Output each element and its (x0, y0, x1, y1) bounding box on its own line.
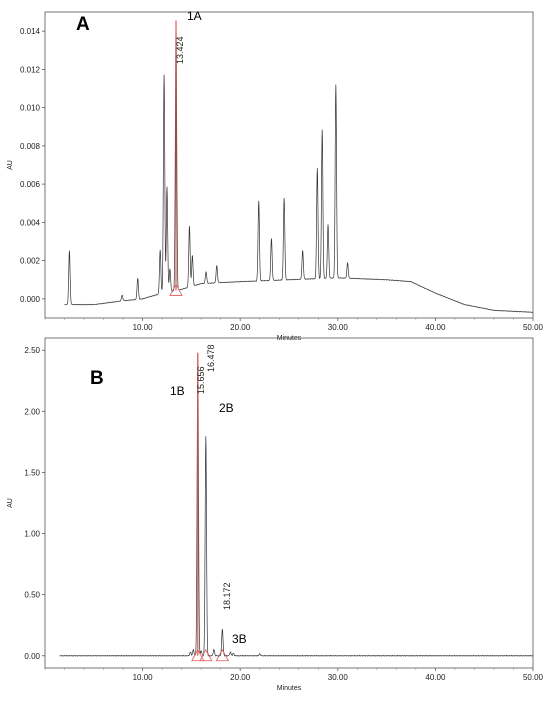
x-tick-label: 10.00 (133, 323, 154, 332)
retention-time-label: 13.424 (175, 36, 185, 64)
retention-time-label: 18.172 (222, 582, 232, 610)
y-tick-label: 0.000 (20, 295, 41, 304)
panel-label: A (76, 14, 90, 35)
peak-name-label: 2B (219, 401, 234, 415)
y-tick-label: 0.014 (20, 27, 41, 36)
panel-B: 10.00 20.00 30.00 40.00 50.00 0.00 0.50 1.00 1.5… (7, 337, 544, 692)
y-tick-label: 0.012 (20, 65, 41, 74)
y-tick-label: 2.50 (24, 346, 40, 355)
y-axis-label: AU (7, 160, 14, 170)
chromatogram-trace (64, 20, 534, 313)
panel-A: 10.00 20.00 30.00 40.00 50.00 0.000 0.002 0.004… (7, 9, 544, 342)
y-tick-label: 0.006 (20, 180, 41, 189)
x-tick-label: 40.00 (425, 673, 446, 682)
x-tick-label: 30.00 (328, 673, 349, 682)
x-axis-label: Minutes (277, 685, 302, 692)
y-tick-label: 0.00 (24, 652, 40, 661)
peak-name-label: 1B (170, 384, 185, 398)
peak-name-label: 3B (232, 632, 247, 646)
y-tick-label: 1.00 (24, 530, 40, 539)
x-tick-label: 10.00 (133, 673, 154, 682)
plot-frame (44, 337, 534, 669)
retention-time-label: 15.656 (196, 366, 206, 394)
plot-frame (44, 11, 534, 319)
x-tick-label: 50.00 (523, 323, 544, 332)
peak-name-label: 1A (187, 9, 202, 23)
y-tick-label: 0.008 (20, 142, 41, 151)
y-tick-label: 0.002 (20, 257, 41, 266)
x-tick-label: 20.00 (230, 673, 251, 682)
peak-integration-marker (199, 648, 213, 662)
y-tick-label: 0.010 (20, 104, 41, 113)
x-tick-label: 30.00 (328, 323, 349, 332)
x-tick-label: 40.00 (425, 323, 446, 332)
y-axis-label: AU (7, 498, 14, 508)
panel-label: B (90, 368, 104, 389)
y-tick-label: 1.50 (24, 468, 40, 477)
retention-time-label: 16.478 (206, 344, 216, 372)
peak-integration-marker (215, 648, 230, 662)
chromatogram-trace (59, 353, 534, 657)
peak-integration-marker (169, 283, 183, 296)
x-tick-label: 20.00 (230, 323, 251, 332)
peak-integration-marker (191, 648, 205, 662)
y-tick-label: 0.50 (24, 591, 40, 600)
x-tick-label: 50.00 (523, 673, 544, 682)
x-axis-label: Minutes (277, 335, 302, 342)
y-tick-label: 2.00 (24, 407, 40, 416)
y-tick-label: 0.004 (20, 218, 41, 227)
